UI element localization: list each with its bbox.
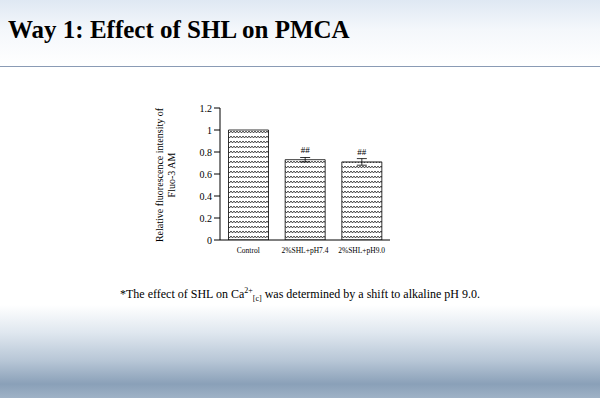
html-text:[c]was determined by a shift t: [c]was determined by a shift to alkaline… [252,287,480,304]
svg-text:1.2: 1.2 [200,103,213,114]
svg-text:0.8: 0.8 [200,147,213,158]
svg-text:0.6: 0.6 [200,169,213,180]
svg-text:0.4: 0.4 [200,191,213,202]
html-text:Way 1: Effect of SHL on PMCA: Way 1: Effect of SHL on PMCA [8,16,350,43]
svg-text:##: ## [357,147,367,157]
svg-text:2%SHL+pH7.4: 2%SHL+pH7.4 [282,246,329,255]
html-text:Relative fluorescence intensit: Relative fluorescence intensity of Fluo-… [154,107,177,243]
svg-text:##: ## [301,145,311,155]
svg-text:Control: Control [237,246,260,255]
svg-text:1: 1 [207,125,212,136]
html-text:*The effect of SHL on Ca2+: *The effect of SHL on Ca2+ [120,286,253,301]
svg-text:0: 0 [207,235,212,246]
svg-text:2%SHL+pH9.0: 2%SHL+pH9.0 [338,246,385,255]
svg-text:0.2: 0.2 [200,213,213,224]
